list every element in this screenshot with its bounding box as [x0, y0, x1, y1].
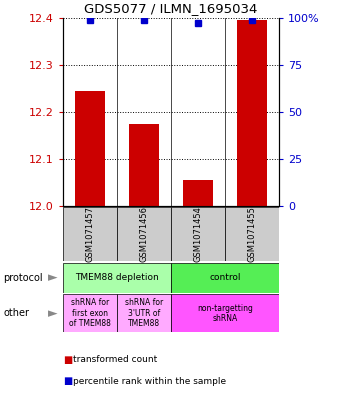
- Text: ►: ►: [48, 271, 57, 285]
- Text: GSM1071456: GSM1071456: [139, 206, 148, 262]
- Bar: [171, 207, 225, 261]
- Bar: [63, 294, 117, 332]
- Text: ■: ■: [63, 354, 72, 365]
- Bar: [237, 20, 267, 206]
- Bar: [63, 263, 171, 293]
- Text: non-targetting
shRNA: non-targetting shRNA: [197, 303, 253, 323]
- Bar: [129, 124, 159, 206]
- Bar: [117, 207, 171, 261]
- Text: control: control: [209, 274, 241, 282]
- Text: GSM1071455: GSM1071455: [247, 206, 256, 262]
- Text: GSM1071454: GSM1071454: [193, 206, 202, 262]
- Bar: [75, 91, 105, 206]
- Text: TMEM88 depletion: TMEM88 depletion: [75, 274, 159, 282]
- Text: ►: ►: [48, 307, 57, 320]
- Text: shRNA for
first exon
of TMEM88: shRNA for first exon of TMEM88: [69, 298, 111, 328]
- Text: GSM1071457: GSM1071457: [85, 206, 95, 262]
- Text: ■: ■: [63, 376, 72, 386]
- Text: other: other: [3, 308, 29, 318]
- Bar: [171, 294, 279, 332]
- Text: shRNA for
3'UTR of
TMEM88: shRNA for 3'UTR of TMEM88: [125, 298, 163, 328]
- Text: percentile rank within the sample: percentile rank within the sample: [73, 377, 226, 386]
- Bar: [183, 180, 213, 206]
- Bar: [171, 263, 279, 293]
- Text: protocol: protocol: [3, 273, 43, 283]
- Bar: [63, 207, 117, 261]
- Title: GDS5077 / ILMN_1695034: GDS5077 / ILMN_1695034: [84, 2, 257, 15]
- Bar: [225, 207, 279, 261]
- Bar: [117, 294, 171, 332]
- Text: transformed count: transformed count: [73, 355, 157, 364]
